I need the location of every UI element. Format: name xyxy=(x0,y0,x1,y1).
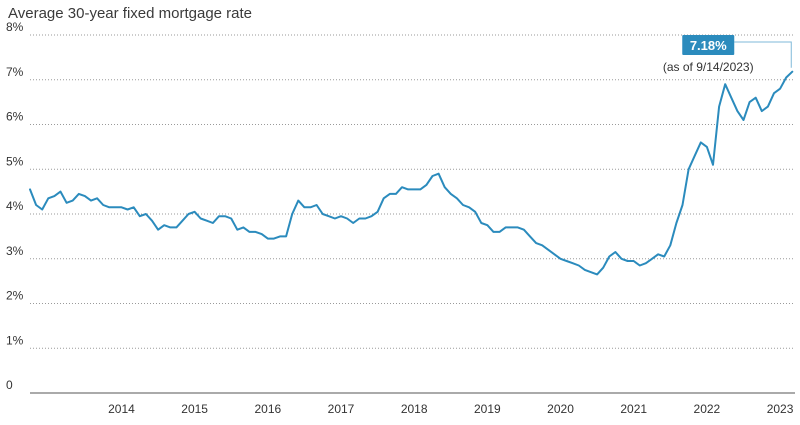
y-tick-label: 4% xyxy=(6,199,24,213)
y-tick-label: 2% xyxy=(6,289,24,303)
callout-date: (as of 9/14/2023) xyxy=(663,60,754,74)
y-tick-label: 3% xyxy=(6,244,24,258)
callout-leader-line xyxy=(734,41,792,68)
chart-title: Average 30-year fixed mortgage rate xyxy=(8,5,252,22)
latest-rate-callout: 7.18% (as of 9/14/2023) xyxy=(663,35,792,74)
callout-value: 7.18% xyxy=(690,38,727,53)
x-tick-label: 2020 xyxy=(547,402,574,416)
y-tick-label: 6% xyxy=(6,110,24,124)
y-tick-label: 0 xyxy=(6,378,13,392)
y-tick-label: 1% xyxy=(6,333,24,347)
y-tick-label: 7% xyxy=(6,65,24,79)
callout-box xyxy=(682,35,735,55)
x-tick-label: 2019 xyxy=(474,402,501,416)
y-tick-labels: 0 1% 2% 3% 4% 5% 6% 7% 8% xyxy=(6,20,24,392)
x-tick-label: 2021 xyxy=(620,402,647,416)
x-tick-label: 2018 xyxy=(401,402,428,416)
grid-layer xyxy=(30,34,795,394)
x-tick-label: 2023 xyxy=(767,402,794,416)
x-tick-label: 2014 xyxy=(108,402,135,416)
series-line xyxy=(29,70,794,276)
x-tick-label: 2017 xyxy=(328,402,355,416)
y-tick-label: 8% xyxy=(6,20,24,34)
y-tick-label: 5% xyxy=(6,154,24,168)
x-tick-label: 2016 xyxy=(254,402,281,416)
x-tick-label: 2015 xyxy=(181,402,208,416)
x-tick-labels: 2014 2015 2016 2017 2018 2019 2020 2021 2022 2023 xyxy=(108,402,794,416)
x-tick-label: 2022 xyxy=(694,402,721,416)
